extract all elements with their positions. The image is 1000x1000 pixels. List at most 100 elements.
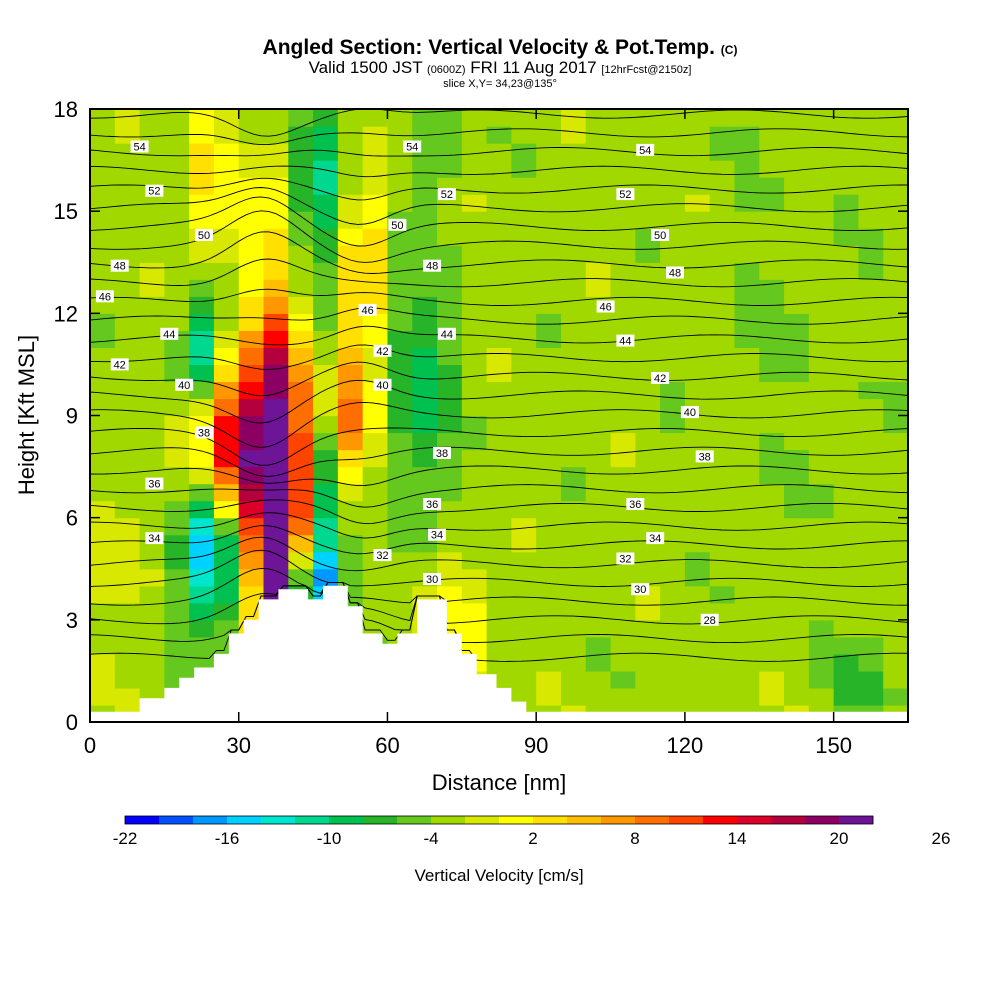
velocity-cell bbox=[883, 143, 908, 161]
velocity-cell bbox=[511, 636, 537, 655]
velocity-cell bbox=[734, 602, 760, 621]
velocity-cell bbox=[660, 551, 686, 570]
velocity-cell bbox=[759, 228, 785, 246]
velocity-cell bbox=[90, 449, 116, 468]
velocity-cell bbox=[660, 109, 686, 127]
velocity-cell bbox=[288, 177, 314, 195]
velocity-cell bbox=[90, 126, 116, 144]
velocity-cell bbox=[883, 432, 908, 451]
y-tick-label: 15 bbox=[54, 199, 78, 224]
isentrope-label: 48 bbox=[110, 259, 129, 273]
velocity-cell bbox=[362, 194, 389, 212]
x-tick-label: 150 bbox=[815, 733, 852, 758]
velocity-cell bbox=[734, 330, 760, 348]
velocity-cell bbox=[337, 109, 364, 127]
velocity-cell bbox=[189, 568, 215, 587]
velocity-cell bbox=[387, 126, 413, 144]
velocity-cell bbox=[560, 534, 587, 553]
velocity-cell bbox=[313, 211, 339, 229]
velocity-cell bbox=[883, 245, 908, 263]
velocity-cell bbox=[511, 568, 537, 587]
velocity-cell bbox=[883, 602, 908, 621]
velocity-cell bbox=[387, 109, 413, 127]
velocity-cell bbox=[833, 653, 860, 672]
velocity-cell bbox=[684, 160, 711, 178]
velocity-cell bbox=[734, 143, 760, 161]
isentrope-line bbox=[90, 307, 908, 325]
velocity-cell bbox=[610, 585, 636, 604]
velocity-cell bbox=[263, 347, 289, 366]
velocity-cell bbox=[139, 517, 165, 536]
velocity-cell bbox=[784, 568, 810, 587]
velocity-cell bbox=[560, 211, 587, 229]
velocity-cell bbox=[684, 636, 711, 655]
velocity-cell bbox=[560, 517, 587, 536]
velocity-cell bbox=[486, 483, 512, 502]
velocity-cell bbox=[759, 194, 785, 212]
velocity-cell bbox=[759, 602, 785, 621]
velocity-cell bbox=[337, 262, 364, 280]
velocity-cell bbox=[189, 364, 215, 383]
isentrope-line bbox=[90, 525, 908, 555]
velocity-cell bbox=[858, 415, 884, 434]
velocity-cell bbox=[833, 279, 860, 297]
velocity-cell bbox=[858, 449, 884, 468]
velocity-cell bbox=[114, 449, 141, 468]
isentrope-label: 38 bbox=[195, 426, 213, 440]
velocity-cell bbox=[238, 602, 265, 621]
chart-subtitle: Valid 1500 JST (0600Z) FRI 11 Aug 2017 [… bbox=[0, 58, 1000, 78]
colorbar-tick-label: -16 bbox=[215, 829, 240, 848]
colorbar-tick-label: 20 bbox=[830, 829, 849, 848]
velocity-cell bbox=[759, 109, 785, 127]
velocity-cell bbox=[114, 177, 141, 195]
velocity-cell bbox=[213, 262, 240, 280]
velocity-cell bbox=[238, 449, 265, 468]
velocity-cell bbox=[486, 262, 512, 280]
velocity-cell bbox=[238, 534, 265, 553]
velocity-cell bbox=[536, 228, 562, 246]
isentrope-line bbox=[90, 512, 908, 539]
velocity-cell bbox=[114, 585, 141, 604]
velocity-cell bbox=[412, 466, 438, 485]
velocity-cell bbox=[560, 194, 587, 212]
velocity-cell bbox=[660, 687, 686, 706]
velocity-cell bbox=[635, 279, 661, 297]
velocity-cell bbox=[734, 687, 760, 706]
velocity-cell bbox=[560, 160, 587, 178]
velocity-cell bbox=[486, 330, 512, 348]
velocity-cell bbox=[610, 568, 636, 587]
velocity-cell bbox=[511, 194, 537, 212]
velocity-cell bbox=[660, 296, 686, 314]
isentrope-label-text: 44 bbox=[163, 329, 175, 341]
isentrope-line bbox=[90, 581, 908, 644]
velocity-cell bbox=[288, 211, 314, 229]
velocity-cell bbox=[238, 551, 265, 570]
velocity-cell bbox=[759, 330, 785, 348]
isentrope-label: 40 bbox=[680, 406, 699, 419]
velocity-cell bbox=[734, 449, 760, 468]
velocity-cell bbox=[461, 636, 488, 655]
velocity-cell bbox=[784, 466, 810, 485]
velocity-cell bbox=[709, 534, 736, 553]
velocity-cell bbox=[461, 245, 488, 263]
velocity-cell bbox=[610, 211, 636, 229]
velocity-cell bbox=[536, 143, 562, 161]
velocity-cell bbox=[189, 483, 215, 502]
velocity-cell bbox=[238, 381, 265, 400]
velocity-cell bbox=[362, 177, 389, 195]
colorbar-tick-label: -22 bbox=[113, 829, 138, 848]
velocity-cell bbox=[461, 160, 488, 178]
velocity-cell bbox=[734, 228, 760, 246]
x-tick-label: 90 bbox=[524, 733, 548, 758]
velocity-cell bbox=[90, 670, 116, 689]
velocity-cell bbox=[660, 143, 686, 161]
velocity-cell bbox=[610, 670, 636, 689]
isentrope-label-text: 32 bbox=[619, 554, 631, 566]
velocity-cell bbox=[759, 143, 785, 161]
colorbar-swatch bbox=[125, 816, 160, 824]
velocity-cell bbox=[437, 296, 463, 314]
velocity-cell bbox=[139, 636, 165, 655]
velocity-cell bbox=[635, 466, 661, 485]
velocity-cell bbox=[437, 245, 463, 263]
velocity-cell bbox=[858, 279, 884, 297]
